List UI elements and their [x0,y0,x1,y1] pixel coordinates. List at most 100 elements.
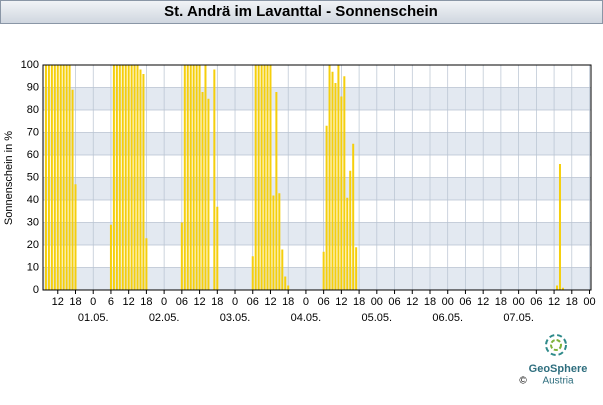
bar [331,71,334,290]
x-tick-label: 00 [512,296,524,308]
x-day-label: 03.05. [220,312,251,324]
x-tick-label: 18 [282,296,294,308]
x-tick-label: 12 [123,296,135,308]
bar [275,92,278,290]
x-tick-label: 18 [140,296,152,308]
x-tick-label: 0 [303,296,309,308]
bar [322,251,325,290]
chart-title: St. Andrä im Lavanttal - Sonnenschein [164,3,438,20]
grid-band [43,87,591,110]
x-tick-label: 06 [247,296,259,308]
x-tick-label: 12 [335,296,347,308]
bar [47,65,50,290]
x-tick-label: 12 [477,296,489,308]
x-tick-label: 18 [353,296,365,308]
x-day-label: 02.05. [149,312,180,324]
x-day-label: 04.05. [291,312,322,324]
x-tick-label: 12 [193,296,205,308]
plot-frame [42,64,592,291]
y-tick-label: 60 [27,149,39,161]
bar [65,65,68,290]
bar [130,65,133,290]
bar [260,65,263,290]
bar [251,256,254,290]
logo-name: GeoSphere [529,363,588,375]
bar [254,65,257,290]
bar [44,65,47,290]
bar [263,65,266,290]
bar [118,65,121,290]
x-tick-label: 0 [90,296,96,308]
x-tick-label: 0 [161,296,167,308]
y-axis-label: Sonnenschein in % [3,131,15,225]
bar [284,276,287,290]
x-tick-label: 06 [530,296,542,308]
y-tick-label: 0 [33,284,39,296]
copyright: © [519,376,527,387]
bar [195,65,198,290]
y-tick-label: 10 [27,261,39,273]
logo-sub: Austria [542,376,574,387]
bar [192,65,195,290]
bar [186,65,189,290]
bar [56,65,59,290]
x-day-label: 07.05. [503,312,534,324]
y-tick-label: 90 [27,81,39,93]
x-day-label: 06.05. [432,312,463,324]
bar [349,170,352,290]
bar [139,69,142,290]
bar [281,249,284,290]
bar [50,65,53,290]
logo-icon [545,334,567,356]
bar [127,65,130,290]
x-tick-label: 06 [318,296,330,308]
x-tick-label: 18 [495,296,507,308]
x-tick-label: 12 [548,296,560,308]
x-tick-label: 12 [264,296,276,308]
bar [189,65,192,290]
x-tick-label: 06 [388,296,400,308]
bar [334,83,337,290]
bar [257,65,260,290]
x-tick-label: 0 [232,296,238,308]
bar [325,125,328,290]
y-tick-label: 20 [27,239,39,251]
y-tick-label: 80 [27,104,39,116]
bar [558,164,561,290]
bar [71,89,74,290]
y-tick-label: 70 [27,126,39,138]
bar [352,143,355,290]
x-tick-label: 12 [406,296,418,308]
bar [278,193,281,290]
bar [74,184,77,290]
bar [136,65,139,290]
bar [561,287,564,290]
y-tick-label: 100 [21,59,39,71]
y-tick-label: 50 [27,171,39,183]
bar [112,65,115,290]
x-tick-label: 18 [69,296,81,308]
bar [346,197,349,290]
x-tick-label: 18 [566,296,578,308]
bar [204,65,207,290]
x-tick-label: 06 [459,296,471,308]
x-tick-label: 18 [424,296,436,308]
bar [68,65,71,290]
bar [133,65,136,290]
x-day-label: 01.05. [78,312,109,324]
x-tick-label: 6 [108,296,114,308]
bar [53,65,56,290]
grid-band [43,222,591,245]
bar [207,98,210,290]
bar [198,65,201,290]
bar [145,238,148,290]
bar [337,65,340,290]
bar [556,285,559,290]
bar [216,206,219,290]
bar [142,74,145,290]
grid-band [43,267,591,290]
bar [328,65,331,290]
x-tick-label: 00 [442,296,454,308]
x-tick-label: 18 [211,296,223,308]
bar [109,224,112,290]
